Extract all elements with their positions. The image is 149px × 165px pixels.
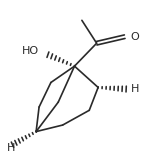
Text: O: O <box>131 32 139 42</box>
Text: H: H <box>7 143 15 153</box>
Text: H: H <box>131 84 139 94</box>
Text: HO: HO <box>22 46 39 56</box>
